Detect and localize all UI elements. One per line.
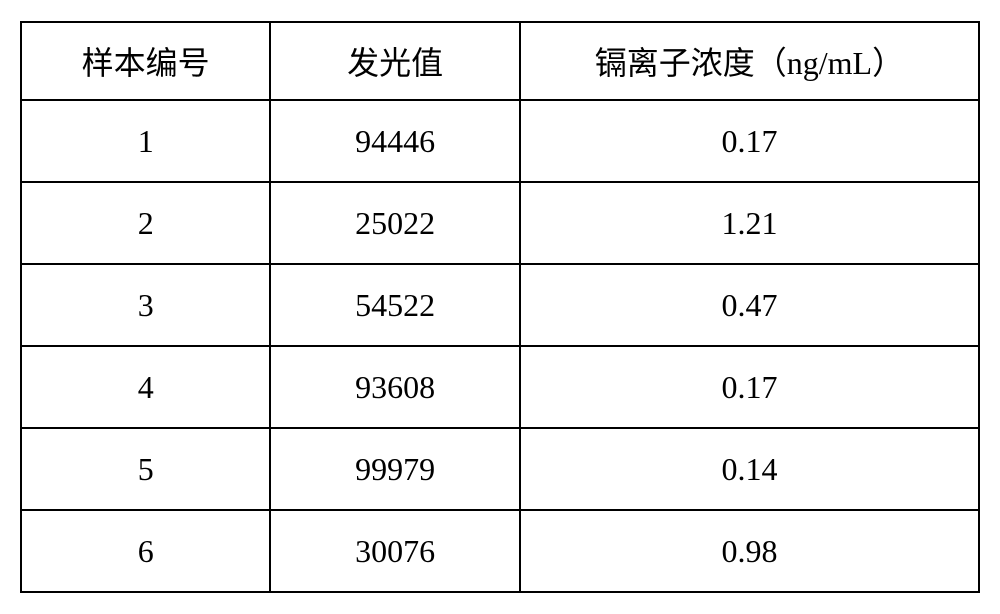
table-cell: 0.14 (520, 428, 979, 510)
table-row: 4 93608 0.17 (21, 346, 979, 428)
table-container: 样本编号 发光值 镉离子浓度（ng/mL） 1 94446 0.17 2 250… (0, 1, 1000, 613)
table-cell: 1 (21, 100, 270, 182)
table-cell: 0.98 (520, 510, 979, 592)
column-header-sample-id: 样本编号 (21, 22, 270, 100)
table-cell: 93608 (270, 346, 520, 428)
table-cell: 0.17 (520, 346, 979, 428)
table-row: 5 99979 0.14 (21, 428, 979, 510)
column-header-cadmium-concentration: 镉离子浓度（ng/mL） (520, 22, 979, 100)
table-cell: 0.47 (520, 264, 979, 346)
table-row: 3 54522 0.47 (21, 264, 979, 346)
table-cell: 2 (21, 182, 270, 264)
data-table: 样本编号 发光值 镉离子浓度（ng/mL） 1 94446 0.17 2 250… (20, 21, 980, 593)
table-cell: 5 (21, 428, 270, 510)
table-row: 2 25022 1.21 (21, 182, 979, 264)
table-cell: 0.17 (520, 100, 979, 182)
table-cell: 25022 (270, 182, 520, 264)
table-cell: 1.21 (520, 182, 979, 264)
table-cell: 4 (21, 346, 270, 428)
table-cell: 3 (21, 264, 270, 346)
table-row: 1 94446 0.17 (21, 100, 979, 182)
table-cell: 30076 (270, 510, 520, 592)
table-cell: 54522 (270, 264, 520, 346)
table-header-row: 样本编号 发光值 镉离子浓度（ng/mL） (21, 22, 979, 100)
table-cell: 99979 (270, 428, 520, 510)
column-header-luminescence: 发光值 (270, 22, 520, 100)
table-cell: 6 (21, 510, 270, 592)
table-cell: 94446 (270, 100, 520, 182)
table-row: 6 30076 0.98 (21, 510, 979, 592)
